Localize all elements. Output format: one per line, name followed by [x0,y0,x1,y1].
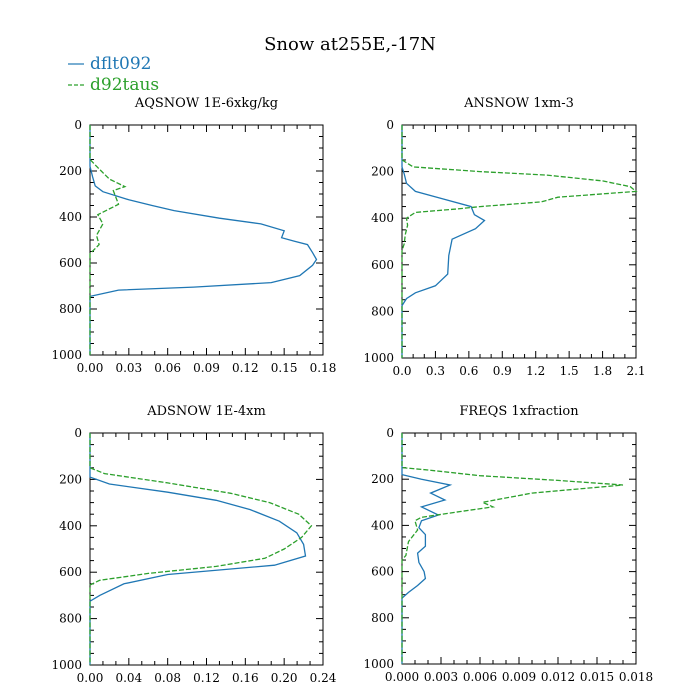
x-tick-label: 0.003 [424,670,458,684]
x-tick-label: 2.1 [626,364,645,378]
series-line-d92taus [89,433,313,665]
panel-4: FREQS 1xfraction 0.000 0.003 0.006 0.009 0.01… [363,404,653,684]
x-tick-label: 0.04 [115,671,142,685]
series-line-dflt092 [89,125,318,355]
series-line-d92taus [401,125,638,358]
y-tick-label: 600 [59,256,82,270]
x-tick-label: 0.18 [310,361,337,375]
x-tick-label: 0.09 [193,361,220,375]
x-tick-label: 0.03 [115,361,142,375]
panel-3: ADSNOW 1E-4xm 0.00 0.04 0.08 0.12 0.16 0.20 0.2… [51,404,336,685]
panel-title: ADSNOW 1E-4xm [146,404,266,419]
series-line-dflt092 [401,125,486,358]
panel-2: ANSNOW 1xm-3 0.0 0.3 0.6 0.9 1.2 1.5 1.8 2.1 0 200… [363,96,645,378]
y-tick-label: 0 [74,426,82,440]
y-tick-label: 1000 [51,348,82,362]
figure-title: Snow at255E,-17N [264,34,436,55]
y-tick-label: 600 [371,258,394,272]
series-line-dflt092 [401,433,453,664]
x-tick-label: 0.012 [541,670,575,684]
panel-title: FREQS 1xfraction [459,404,579,419]
panel-1: AQSNOW 1E-6xkg/kg 0.00 0.03 0.06 0.09 0.12 0.1… [51,96,336,375]
y-tick-label: 1000 [51,658,82,672]
y-tick-label: 800 [59,612,82,626]
y-tick-label: 400 [59,519,82,533]
x-tick-label: 0.015 [580,670,614,684]
y-tick-label: 0 [386,426,394,440]
x-tick-label: 1.8 [593,364,612,378]
panels: AQSNOW 1E-6xkg/kg0.00 0.03 0.06 0.09 0.12 0.1… [51,96,653,685]
x-tick-label: 0.15 [271,361,298,375]
y-tick-label: 0 [386,118,394,132]
x-tick-label: 1.2 [526,364,545,378]
x-tick-label: 0.018 [619,670,653,684]
x-tick-label: 0.12 [232,361,259,375]
x-tick-label: 0.20 [271,671,298,685]
y-tick-label: 600 [59,565,82,579]
x-tick-label: 0.6 [459,364,478,378]
x-tick-label: 0.08 [154,671,181,685]
series-line-dflt092 [89,433,307,665]
y-tick-label: 1000 [363,351,394,365]
x-tick-label: 0.06 [154,361,181,375]
plot-frame [401,432,637,665]
legend-label-dflt092: dflt092 [90,54,152,74]
plot-frame [89,432,324,666]
y-tick-label: 400 [59,210,82,224]
legend-label-d92taus: d92taus [90,75,159,95]
series-line-d92taus [89,125,127,355]
y-tick-label: 800 [371,611,394,625]
plot-frame [401,124,637,359]
y-tick-label: 400 [371,211,394,225]
x-tick-label: 1.5 [560,364,579,378]
legend: dflt092 d92taus [68,54,159,95]
x-tick-label: 0.9 [493,364,512,378]
x-tick-label: 0.00 [77,361,104,375]
y-tick-label: 800 [59,302,82,316]
x-tick-label: 0.006 [463,670,497,684]
y-tick-label: 200 [371,472,394,486]
y-tick-label: 0 [74,118,82,132]
x-tick-label: 0.3 [426,364,445,378]
x-tick-label: 0.009 [502,670,536,684]
x-tick-label: 0.24 [310,671,337,685]
x-tick-label: 0.12 [193,671,220,685]
panel-title: ANSNOW 1xm-3 [463,96,574,111]
x-tick-label: 0.00 [77,671,104,685]
x-tick-label: 0.16 [232,671,259,685]
x-tick-label: 0.0 [392,364,411,378]
y-tick-label: 800 [371,304,394,318]
y-tick-label: 200 [59,472,82,486]
panel-title: AQSNOW 1E-6xkg/kg [134,96,278,111]
y-tick-label: 200 [371,165,394,179]
x-tick-label: 0.000 [385,670,419,684]
series-line-d92taus [401,433,624,664]
y-tick-label: 1000 [363,657,394,671]
y-tick-label: 600 [371,565,394,579]
y-tick-label: 200 [59,164,82,178]
y-tick-label: 400 [371,518,394,532]
